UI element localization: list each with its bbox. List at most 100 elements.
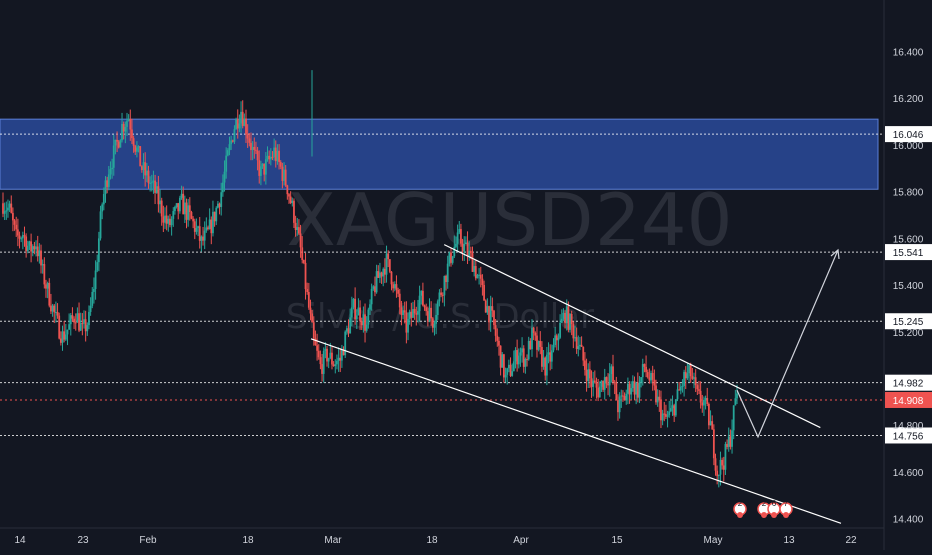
candle-body	[339, 357, 342, 361]
candle-body	[202, 236, 204, 241]
candle-body	[428, 307, 431, 322]
candle-body	[154, 180, 156, 193]
candle-body	[628, 383, 631, 395]
candle-body	[592, 380, 595, 387]
candle-body	[412, 309, 414, 318]
candle-body	[479, 274, 482, 279]
candle-body	[585, 369, 588, 382]
candle-body	[557, 337, 560, 341]
candle-body	[453, 246, 456, 257]
candle-body	[228, 144, 231, 151]
candle-body	[220, 192, 223, 207]
candle-body	[503, 354, 505, 378]
candle-body	[433, 323, 436, 328]
candle-body	[78, 313, 80, 331]
candle-body	[349, 317, 352, 334]
candle-body	[23, 235, 26, 237]
candle-body	[542, 357, 545, 367]
candle-body	[555, 335, 558, 341]
candle-body	[167, 218, 170, 224]
candle-body	[69, 315, 72, 325]
candle-body	[486, 306, 489, 313]
candle-body	[35, 246, 37, 250]
time-tick-label: 23	[77, 535, 89, 546]
candle-body	[203, 230, 206, 241]
candle-body	[473, 266, 476, 272]
candle-body	[661, 413, 664, 421]
candle-body	[514, 350, 517, 362]
time-tick-label: 13	[783, 535, 795, 546]
candle-body	[124, 126, 127, 132]
candle-body	[443, 275, 446, 296]
candle-body	[347, 328, 350, 334]
candle-body	[618, 396, 621, 413]
candle-body	[681, 385, 684, 387]
candle-body	[162, 216, 165, 223]
candle-body	[274, 147, 277, 162]
trend-lines[interactable]	[310, 244, 842, 524]
candle-body	[484, 300, 487, 313]
candle-body	[208, 219, 211, 230]
candle-body	[132, 138, 135, 146]
candle-body	[598, 386, 601, 398]
candle-body	[481, 278, 484, 286]
candle-body	[431, 318, 434, 328]
candle-body	[676, 389, 679, 400]
candle-body	[197, 226, 199, 228]
price-level-label: 14.908	[893, 396, 924, 407]
candle-body	[294, 222, 297, 231]
candle-body	[582, 346, 585, 361]
channel-lower-line[interactable]	[310, 338, 842, 524]
candle-body	[364, 314, 366, 331]
candle-body	[552, 345, 555, 351]
candle-body	[312, 322, 315, 339]
candle-body	[650, 373, 652, 381]
candle-body	[651, 373, 654, 380]
candle-body	[355, 315, 358, 320]
candle-body	[293, 200, 295, 223]
candle-body	[31, 246, 34, 252]
candle-body	[231, 140, 234, 142]
watermark-description: Silver / U.S. Dollar	[286, 297, 594, 337]
candle-body	[10, 203, 13, 213]
candle-body	[496, 335, 499, 341]
candle-body	[430, 307, 433, 319]
candle-body	[638, 382, 641, 398]
candle-body	[360, 321, 363, 326]
candle-body	[102, 194, 105, 205]
candle-body	[390, 271, 393, 285]
candle-body	[673, 405, 676, 416]
candle-body	[76, 313, 79, 323]
price-scale[interactable]: 16.046 15.541 15.245 14.982 14.908 14.756 16.4…	[885, 47, 932, 526]
candle-body	[147, 170, 150, 184]
candle-body	[623, 396, 626, 401]
candle-body	[440, 292, 442, 295]
candle-body	[469, 250, 472, 254]
candle-body	[668, 411, 671, 416]
event-badge-count: 7	[784, 499, 789, 508]
watermark-interval: 240	[595, 178, 732, 262]
candle-body	[574, 337, 576, 339]
candle-body	[455, 243, 457, 247]
candle-body	[734, 398, 737, 406]
candle-body	[522, 348, 525, 367]
candle-body	[569, 313, 571, 330]
candle-body	[387, 253, 390, 260]
candle-body	[506, 368, 509, 375]
candle-body	[587, 369, 590, 382]
candle-body	[474, 266, 477, 279]
candle-body	[26, 245, 29, 252]
candle-body	[393, 284, 396, 289]
candle-body	[722, 465, 725, 470]
candle-body	[461, 243, 464, 252]
projection-path[interactable]	[736, 249, 839, 439]
time-scale[interactable]: 14 23 Feb 18 Mar 18 Apr 15 May 13 22	[14, 535, 857, 546]
candle-body	[698, 389, 700, 391]
candle-body	[656, 396, 659, 403]
channel-upper-line[interactable]	[443, 244, 821, 429]
candle-body	[559, 322, 562, 338]
candle-body	[93, 288, 95, 292]
